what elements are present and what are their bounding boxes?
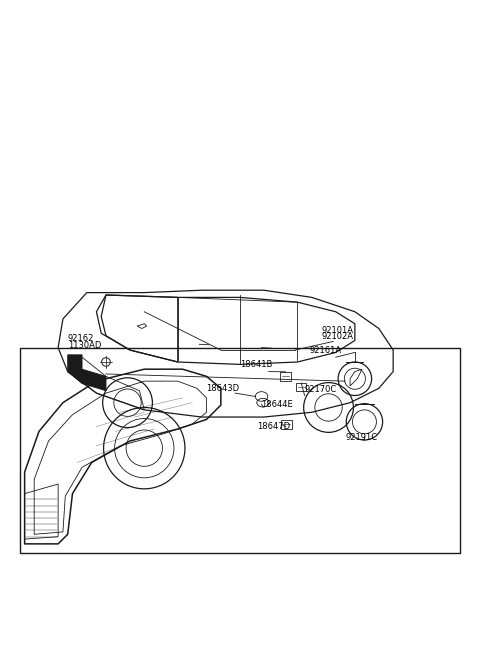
Bar	[297, 383, 306, 391]
Bar	[280, 372, 291, 381]
Text: 18644E: 18644E	[262, 400, 293, 409]
Text: 92102A: 92102A	[322, 332, 353, 342]
Polygon shape	[68, 369, 106, 391]
Text: 18643D: 18643D	[206, 384, 240, 393]
Text: 18647D: 18647D	[257, 422, 290, 432]
Text: 1130AD: 1130AD	[68, 340, 101, 350]
Bar	[281, 420, 292, 428]
Text: 92101A: 92101A	[322, 326, 353, 334]
Bar	[20, 348, 460, 553]
Polygon shape	[68, 355, 82, 372]
Text: 92170C: 92170C	[305, 385, 337, 394]
Text: 92161A: 92161A	[310, 346, 342, 355]
Text: 18641B: 18641B	[240, 360, 272, 369]
Text: 92162: 92162	[68, 334, 94, 343]
Text: 92191C: 92191C	[345, 433, 377, 442]
